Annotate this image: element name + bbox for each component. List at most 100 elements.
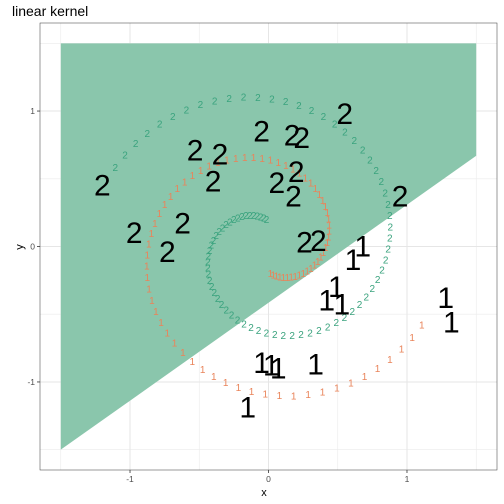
support-vector-class-2: 2 (205, 165, 222, 198)
data-point-class-1: 1 (215, 158, 221, 169)
data-point-class-1: 1 (334, 384, 340, 395)
data-point-class-1: 1 (305, 390, 311, 401)
data-point-class-2: 2 (316, 326, 322, 337)
data-point-class-2: 2 (373, 166, 379, 177)
data-point-class-1: 1 (149, 296, 155, 307)
data-point-class-2: 2 (363, 292, 369, 303)
data-point-class-1: 1 (168, 192, 174, 203)
y-tick-label: -1 (27, 377, 35, 387)
data-point-class-1: 1 (146, 284, 152, 295)
data-point-class-1: 1 (321, 248, 327, 259)
data-point-class-2: 2 (227, 217, 233, 228)
data-point-class-1: 1 (326, 214, 332, 225)
data-point-class-2: 2 (198, 100, 204, 111)
data-point-class-1: 1 (320, 388, 326, 399)
data-point-class-1: 1 (223, 378, 229, 389)
data-point-class-1: 1 (283, 161, 289, 172)
data-point-class-2: 2 (378, 177, 384, 188)
data-point-class-1: 1 (308, 264, 314, 275)
data-point-class-2: 2 (219, 300, 225, 311)
data-point-class-1: 1 (149, 229, 155, 240)
data-point-class-1: 1 (152, 219, 158, 230)
support-vector-class-2: 2 (296, 226, 313, 259)
data-point-class-1: 1 (399, 345, 405, 356)
support-vector-class-2: 2 (288, 156, 305, 189)
data-point-class-1: 1 (206, 162, 212, 173)
data-point-class-2: 2 (298, 330, 304, 341)
support-vector-class-1: 1 (239, 392, 256, 425)
data-point-class-2: 2 (333, 318, 339, 329)
decision-region-class-2 (60, 43, 477, 450)
data-point-class-2: 2 (385, 245, 391, 256)
data-point-class-1: 1 (190, 357, 196, 368)
data-point-class-1: 1 (324, 208, 330, 219)
data-point-class-2: 2 (229, 311, 235, 322)
data-point-class-2: 2 (255, 93, 261, 104)
data-point-class-2: 2 (375, 275, 381, 286)
data-point-class-1: 1 (325, 238, 331, 249)
data-point-class-1: 1 (312, 261, 318, 272)
data-point-class-1: 1 (190, 171, 196, 182)
data-point-class-1: 1 (172, 339, 178, 350)
data-point-class-1: 1 (290, 164, 296, 175)
data-point-class-1: 1 (180, 348, 186, 359)
chart-title: linear kernel (12, 3, 88, 19)
support-vector-class-2: 2 (94, 170, 111, 203)
data-point-class-1: 1 (268, 269, 274, 280)
data-point-class-2: 2 (388, 223, 394, 234)
y-axis-label: y (14, 244, 26, 250)
data-point-class-2: 2 (184, 105, 190, 116)
data-point-class-1: 1 (322, 202, 328, 213)
data-point-class-1: 1 (304, 267, 310, 278)
data-point-class-2: 2 (209, 241, 215, 252)
data-point-class-2: 2 (325, 322, 331, 333)
data-point-class-1: 1 (144, 250, 150, 261)
data-point-class-2: 2 (383, 255, 389, 266)
x-axis-ticks: -1 0 1 (126, 470, 410, 484)
data-point-class-2: 2 (332, 119, 338, 130)
support-vector-class-1: 1 (334, 289, 351, 322)
data-point-class-1: 1 (326, 226, 332, 237)
data-point-class-2: 2 (342, 313, 348, 324)
data-point-class-1: 1 (236, 383, 242, 394)
data-point-class-2: 2 (247, 211, 253, 222)
data-point-class-2: 2 (235, 213, 241, 224)
data-point-class-1: 1 (175, 184, 181, 195)
data-point-class-2: 2 (212, 288, 218, 299)
data-point-class-2: 2 (231, 215, 237, 226)
data-point-class-2: 2 (206, 252, 212, 263)
data-point-class-2: 2 (122, 151, 128, 162)
support-vector-class-1: 1 (318, 285, 335, 318)
data-point-class-1: 1 (224, 156, 230, 167)
data-point-class-1: 1 (211, 372, 217, 383)
data-point-class-1: 1 (277, 391, 283, 402)
data-point-class-1: 1 (375, 364, 381, 375)
data-point-class-1: 1 (157, 209, 163, 220)
y-tick-label: 1 (30, 106, 35, 116)
support-vector-class-2: 2 (253, 115, 270, 148)
support-vector-class-2: 2 (310, 225, 327, 258)
data-point-class-2: 2 (387, 211, 393, 222)
data-point-class-1: 1 (281, 273, 287, 284)
data-point-class-1: 1 (144, 262, 150, 273)
data-point-class-2: 2 (220, 223, 226, 234)
data-point-class-1: 1 (146, 240, 152, 251)
data-point-class-1: 1 (251, 153, 257, 164)
data-point-class-2: 2 (307, 328, 313, 339)
data-point-class-2: 2 (269, 94, 275, 105)
data-point-class-2: 2 (281, 331, 287, 342)
data-point-class-1: 1 (303, 173, 309, 184)
data-point-class-1: 1 (315, 257, 321, 268)
data-point-class-2: 2 (205, 257, 211, 268)
data-point-class-1: 1 (387, 355, 393, 366)
data-point-class-1: 1 (291, 391, 297, 402)
x-tick-label: 1 (405, 474, 410, 484)
data-point-class-2: 2 (342, 127, 348, 138)
data-point-class-1: 1 (182, 177, 188, 188)
data-point-class-2: 2 (207, 276, 213, 287)
data-point-class-2: 2 (213, 231, 219, 242)
data-point-class-2: 2 (144, 129, 150, 140)
support-vector-class-1: 1 (307, 348, 324, 381)
data-point-class-2: 2 (360, 146, 366, 157)
data-point-class-1: 1 (164, 329, 170, 340)
